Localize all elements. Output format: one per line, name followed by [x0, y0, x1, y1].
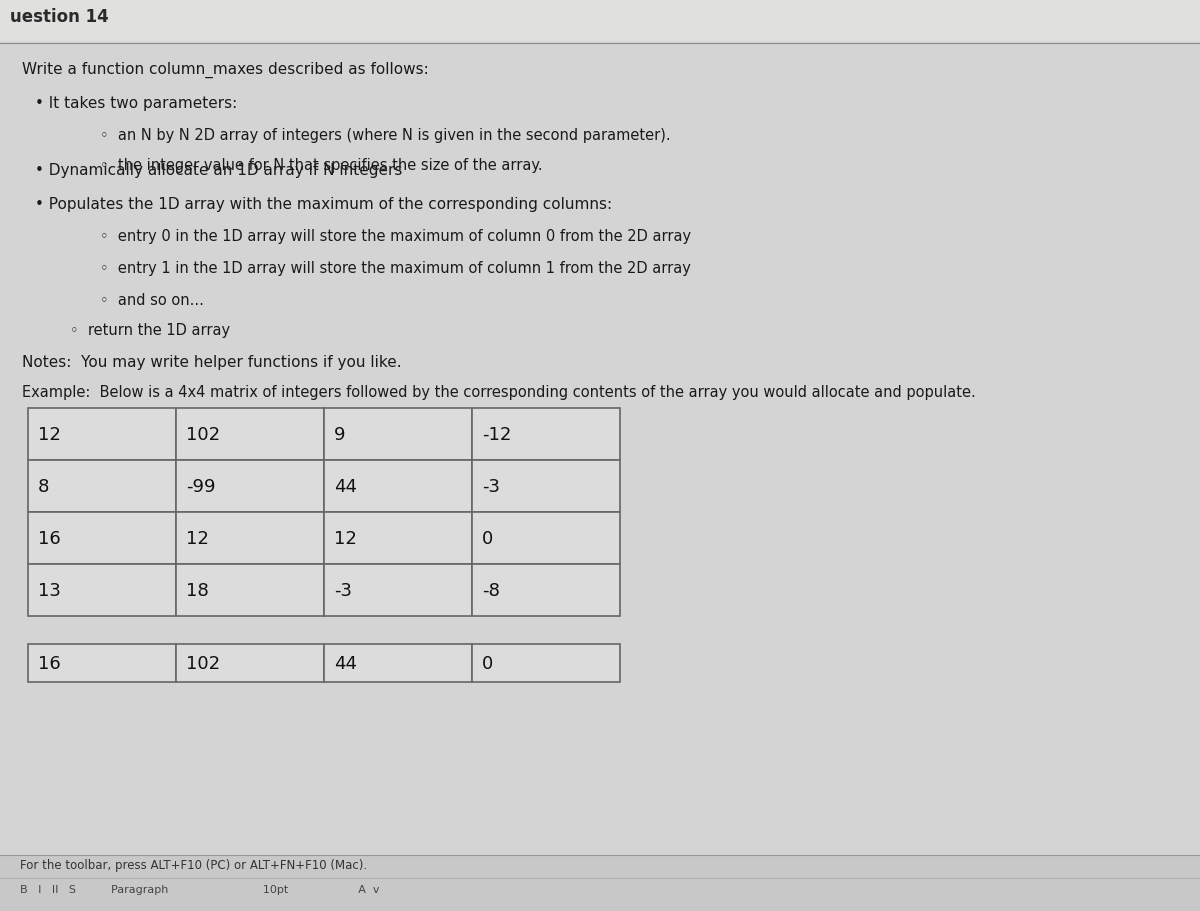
- Text: ◦  entry 0 in the 1D array will store the maximum of column 0 from the 2D array: ◦ entry 0 in the 1D array will store the…: [100, 229, 691, 244]
- Bar: [472, 565, 620, 617]
- Text: ◦  the integer value for N that specifies the size of the array.: ◦ the integer value for N that specifies…: [100, 158, 542, 173]
- Text: B   I   II   S          Paragraph                           10pt                : B I II S Paragraph 10pt: [20, 884, 379, 894]
- Text: 0: 0: [482, 529, 493, 548]
- Bar: [176, 408, 324, 460]
- Bar: [472, 644, 620, 682]
- Bar: [472, 408, 620, 460]
- Bar: [0, 0, 1200, 42]
- Text: Write a function column_maxes described as follows:: Write a function column_maxes described …: [22, 62, 428, 78]
- Text: 44: 44: [334, 477, 358, 496]
- Text: -8: -8: [482, 581, 500, 599]
- Bar: [176, 565, 324, 617]
- Text: ◦  an N by N 2D array of integers (where N is given in the second parameter).: ◦ an N by N 2D array of integers (where …: [100, 128, 671, 143]
- Bar: [324, 460, 472, 512]
- Bar: [28, 460, 176, 512]
- Bar: [0, 856, 1200, 911]
- Text: 44: 44: [334, 654, 358, 672]
- Bar: [176, 644, 324, 682]
- Text: -99: -99: [186, 477, 216, 496]
- Text: ◦  return the 1D array: ◦ return the 1D array: [70, 322, 230, 338]
- Text: 12: 12: [38, 425, 61, 444]
- Text: 0: 0: [482, 654, 493, 672]
- Text: uestion 14: uestion 14: [10, 8, 109, 26]
- Bar: [324, 408, 472, 460]
- Text: 102: 102: [186, 654, 220, 672]
- Bar: [28, 565, 176, 617]
- Text: ◦  entry 1 in the 1D array will store the maximum of column 1 from the 2D array: ◦ entry 1 in the 1D array will store the…: [100, 261, 691, 276]
- Bar: [324, 644, 472, 682]
- Text: 13: 13: [38, 581, 61, 599]
- Text: -3: -3: [482, 477, 500, 496]
- Bar: [28, 512, 176, 565]
- Text: 102: 102: [186, 425, 220, 444]
- Text: 9: 9: [334, 425, 346, 444]
- Text: ◦  and so on...: ◦ and so on...: [100, 292, 204, 308]
- Text: For the toolbar, press ALT+F10 (PC) or ALT+FN+F10 (Mac).: For the toolbar, press ALT+F10 (PC) or A…: [20, 858, 367, 872]
- Bar: [324, 565, 472, 617]
- Bar: [324, 512, 472, 565]
- Text: -12: -12: [482, 425, 511, 444]
- Bar: [472, 512, 620, 565]
- Text: • It takes two parameters:: • It takes two parameters:: [35, 96, 238, 111]
- Bar: [472, 460, 620, 512]
- Text: 16: 16: [38, 654, 61, 672]
- Text: -3: -3: [334, 581, 352, 599]
- Text: Example:  Below is a 4x4 matrix of integers followed by the corresponding conten: Example: Below is a 4x4 matrix of intege…: [22, 384, 976, 400]
- Text: • Dynamically allocate an 1D array if N integers: • Dynamically allocate an 1D array if N …: [35, 163, 402, 178]
- Bar: [176, 460, 324, 512]
- Text: 12: 12: [186, 529, 209, 548]
- Text: 16: 16: [38, 529, 61, 548]
- Text: 18: 18: [186, 581, 209, 599]
- Text: • Populates the 1D array with the maximum of the corresponding columns:: • Populates the 1D array with the maximu…: [35, 197, 612, 211]
- Text: 12: 12: [334, 529, 356, 548]
- Text: 8: 8: [38, 477, 49, 496]
- Bar: [28, 408, 176, 460]
- Bar: [28, 644, 176, 682]
- Bar: [0, 44, 1200, 856]
- Text: Notes:  You may write helper functions if you like.: Notes: You may write helper functions if…: [22, 354, 402, 370]
- Bar: [176, 512, 324, 565]
